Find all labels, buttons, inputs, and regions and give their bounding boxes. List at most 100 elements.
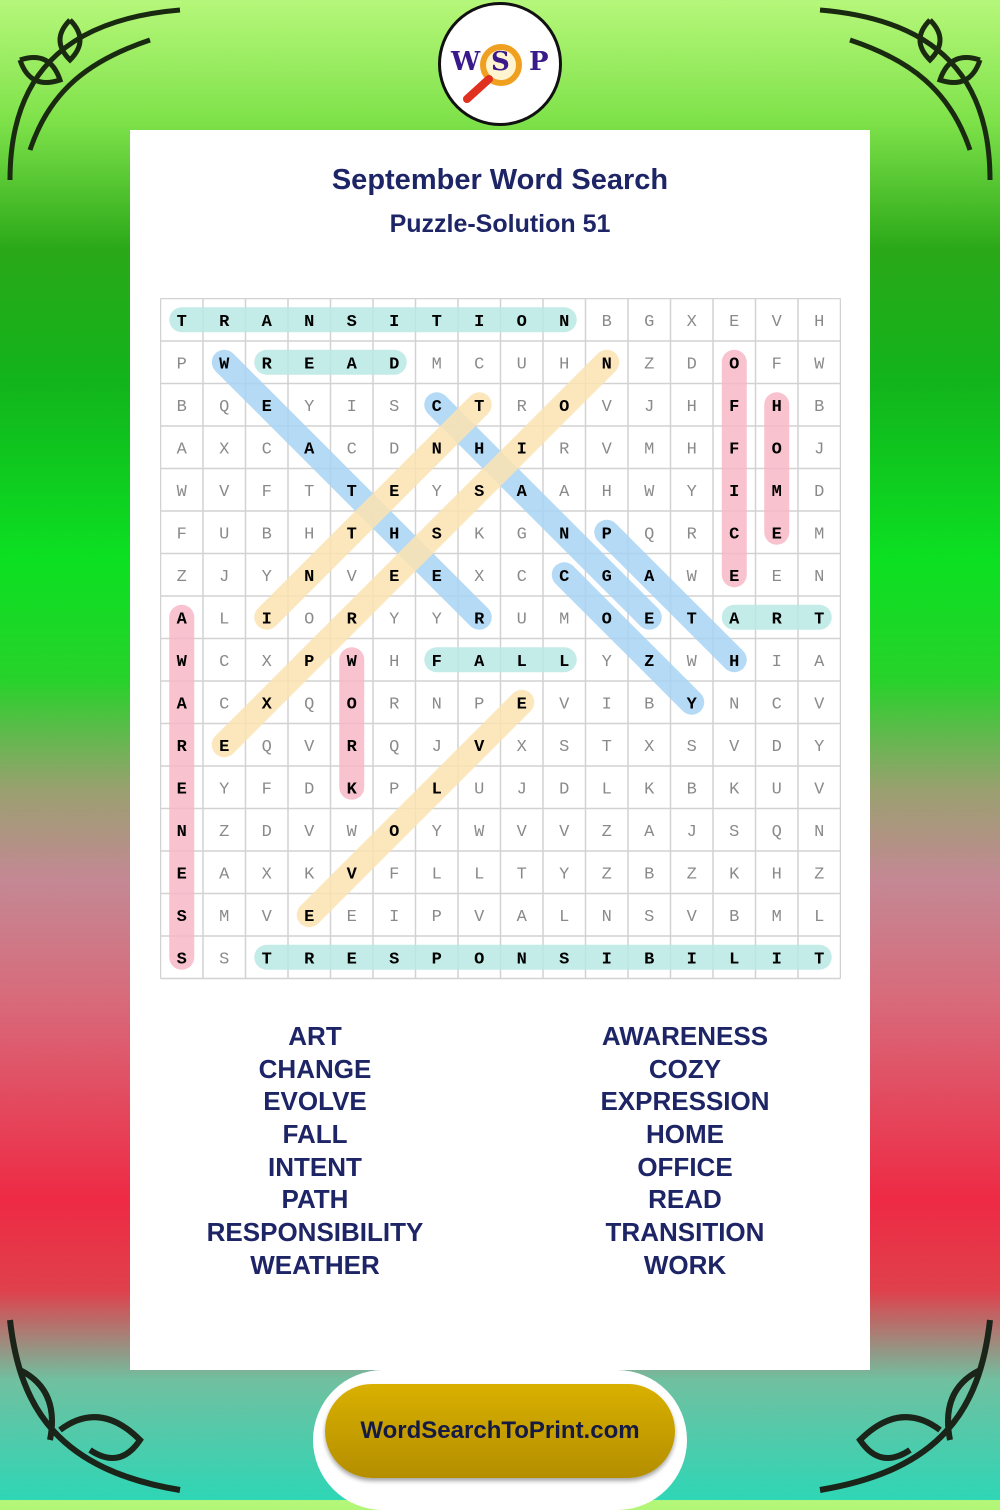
grid-letter: C bbox=[432, 398, 442, 417]
grid-letter: Y bbox=[602, 653, 612, 672]
solution-highlight-path bbox=[594, 519, 747, 673]
grid-letter: W bbox=[177, 653, 188, 672]
grid-letter: S bbox=[347, 313, 357, 332]
word-list-item: FALL bbox=[282, 1119, 348, 1150]
grid-letter: E bbox=[729, 568, 739, 587]
grid-letter: V bbox=[347, 568, 358, 587]
grid-letter: L bbox=[474, 865, 484, 884]
grid-letter: L bbox=[729, 950, 739, 969]
grid-letter: H bbox=[729, 653, 739, 672]
grid-letter: S bbox=[559, 738, 569, 757]
grid-letter: H bbox=[772, 865, 782, 884]
grid-letter: Z bbox=[687, 865, 697, 884]
grid-letter: S bbox=[432, 525, 442, 544]
grid-letter: H bbox=[687, 398, 697, 417]
ornament-bottom-left bbox=[7, 1319, 181, 1493]
grid-letter: A bbox=[644, 823, 655, 842]
grid-letter: A bbox=[219, 865, 230, 884]
grid-letter: W bbox=[347, 653, 358, 672]
grid-letter: N bbox=[432, 440, 442, 459]
grid-letter: M bbox=[772, 908, 782, 927]
grid-letter: Z bbox=[644, 653, 654, 672]
grid-letter: Y bbox=[432, 823, 442, 842]
grid-letter: R bbox=[517, 398, 527, 417]
grid-letter: Y bbox=[219, 780, 229, 799]
grid-letter: U bbox=[772, 780, 782, 799]
word-list-item: RESPONSIBILITY bbox=[206, 1217, 424, 1248]
grid-letter: H bbox=[602, 483, 612, 502]
grid-letter: N bbox=[432, 695, 442, 714]
grid-letter: C bbox=[729, 525, 739, 544]
grid-letter: W bbox=[177, 483, 188, 502]
grid-letter: I bbox=[262, 610, 272, 629]
grid-letter: J bbox=[219, 568, 229, 587]
grid-letter: F bbox=[432, 653, 442, 672]
grid-letter: N bbox=[814, 823, 824, 842]
grid-letter: R bbox=[262, 355, 273, 374]
grid-letter: H bbox=[814, 313, 824, 332]
grid-letter: F bbox=[177, 525, 187, 544]
grid-letter: N bbox=[602, 908, 612, 927]
grid-letter: B bbox=[729, 908, 739, 927]
grid-letter: F bbox=[772, 355, 782, 374]
grid-letter: D bbox=[559, 780, 569, 799]
grid-letter: C bbox=[517, 568, 527, 587]
grid-letter: R bbox=[219, 313, 230, 332]
grid-letter: B bbox=[644, 950, 654, 969]
grid-letter: K bbox=[474, 525, 485, 544]
grid-letter: H bbox=[772, 398, 782, 417]
grid-letter: F bbox=[262, 780, 272, 799]
grid-letter: P bbox=[304, 653, 314, 672]
grid-letter: X bbox=[262, 865, 272, 884]
grid-letter: I bbox=[347, 398, 357, 417]
grid-letter: C bbox=[347, 440, 357, 459]
grid-letter: E bbox=[262, 398, 272, 417]
site-logo[interactable]: W S P bbox=[438, 2, 562, 126]
grid-letter: C bbox=[559, 568, 569, 587]
site-link-button[interactable]: WordSearchToPrint.com bbox=[325, 1384, 675, 1478]
ornament-top-right bbox=[819, 7, 993, 181]
grid-letter: B bbox=[687, 780, 697, 799]
grid-letter: S bbox=[219, 950, 229, 969]
grid-letter: E bbox=[389, 568, 399, 587]
solution-highlight-weather bbox=[211, 349, 492, 630]
grid-letter: Y bbox=[389, 610, 399, 629]
grid-letter: L bbox=[602, 780, 612, 799]
grid-letter: U bbox=[219, 525, 229, 544]
grid-letter: N bbox=[602, 355, 612, 374]
grid-letter: W bbox=[687, 568, 698, 587]
grid-letter: T bbox=[262, 950, 272, 969]
grid-letter: P bbox=[389, 780, 399, 799]
grid-letter: M bbox=[772, 483, 782, 502]
grid-letter: S bbox=[389, 950, 399, 969]
grid-letter: I bbox=[602, 695, 612, 714]
grid-letter: O bbox=[559, 398, 569, 417]
grid-letter: A bbox=[347, 355, 358, 374]
grid-letter: X bbox=[262, 653, 272, 672]
grid-letter: Y bbox=[262, 568, 272, 587]
grid-letter: N bbox=[304, 313, 314, 332]
grid-letter: I bbox=[772, 950, 782, 969]
grid-letter: V bbox=[262, 908, 273, 927]
grid-letter: L bbox=[559, 908, 569, 927]
grid-letter: E bbox=[304, 908, 314, 927]
grid-letter: Q bbox=[262, 738, 272, 757]
grid-letter: L bbox=[559, 653, 569, 672]
grid-letter: I bbox=[517, 440, 527, 459]
grid-letter: O bbox=[729, 355, 739, 374]
grid-letter: K bbox=[729, 780, 740, 799]
grid-letter: F bbox=[389, 865, 399, 884]
grid-letter: O bbox=[517, 313, 527, 332]
grid-letter: K bbox=[304, 865, 315, 884]
grid-letter: J bbox=[644, 398, 654, 417]
grid-letter: S bbox=[389, 398, 399, 417]
word-list-item: READ bbox=[648, 1184, 722, 1215]
grid-letter: J bbox=[517, 780, 527, 799]
grid-letter: E bbox=[347, 908, 357, 927]
grid-letter: I bbox=[389, 908, 399, 927]
grid-letter: V bbox=[729, 738, 740, 757]
grid-letter: V bbox=[559, 823, 570, 842]
grid-letter: I bbox=[772, 653, 782, 672]
grid-letter: H bbox=[304, 525, 314, 544]
grid-letter: Y bbox=[559, 865, 569, 884]
